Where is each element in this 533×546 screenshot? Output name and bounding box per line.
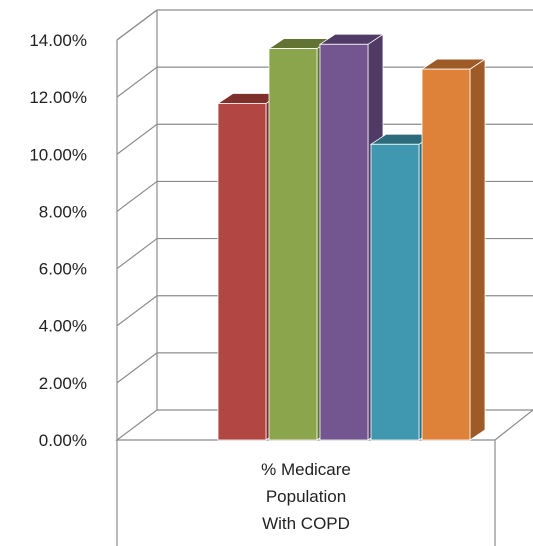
x-category-label: % Medicare Population With COPD: [261, 460, 351, 533]
y-axis-top-edge: [116, 9, 158, 41]
bar-series-5: [420, 58, 487, 441]
floor-plane: [115, 409, 533, 441]
x-category-label-line: % Medicare: [261, 460, 351, 479]
gridline-depth: [116, 352, 158, 384]
gridline-depth: [116, 238, 158, 270]
bar: [370, 143, 420, 441]
y-tick-label: 4.00%: [39, 317, 87, 336]
y-tick-label: 6.00%: [39, 260, 87, 279]
gridline-depth: [116, 295, 158, 327]
bar-side: [469, 58, 486, 441]
x-category-label-line: With COPD: [262, 514, 350, 533]
bar: [319, 43, 369, 441]
y-tick-label: 14.00%: [29, 31, 87, 50]
labels-group: 0.00% 2.00% 4.00% 6.00% 8.00% 10.00% 12.00% 14.…: [29, 31, 351, 533]
y-tick-label: 0.00%: [39, 431, 87, 450]
axes-group: [115, 9, 533, 546]
bars-group: [216, 33, 487, 441]
bar: [217, 103, 267, 441]
gridline-depth: [116, 66, 158, 98]
y-tick-label: 2.00%: [39, 374, 87, 393]
gridline-depth: [116, 180, 158, 212]
y-tick-label: 10.00%: [29, 145, 87, 164]
bar: [268, 48, 318, 441]
y-tick-label: 8.00%: [39, 202, 87, 221]
gridline-depth: [116, 123, 158, 155]
x-category-label-line: Population: [266, 487, 346, 506]
y-tick-label: 12.00%: [29, 88, 87, 107]
bar: [421, 68, 471, 441]
